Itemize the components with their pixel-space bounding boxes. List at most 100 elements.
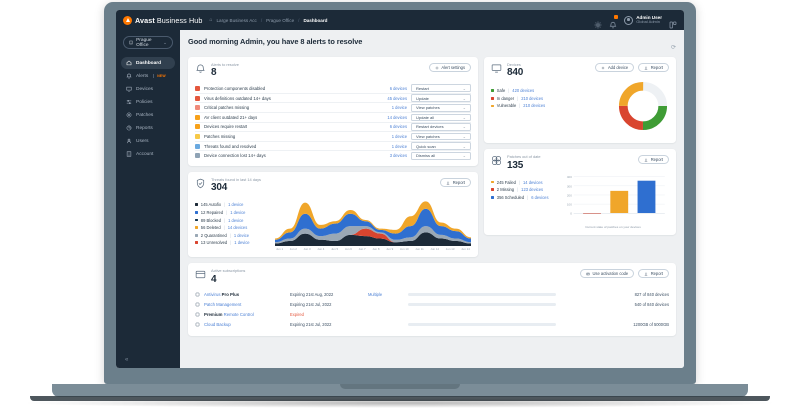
alert-action-select[interactable]: Update all ⌄	[411, 113, 471, 122]
alert-action-select[interactable]: Restart devices ⌄	[411, 123, 471, 131]
subscription-name[interactable]: Cloud Backup	[204, 322, 231, 328]
breadcrumb-item-office[interactable]: Prague Office	[266, 17, 295, 23]
alert-action-label: Update all	[416, 114, 435, 120]
subscriptions-report-button[interactable]: Report	[638, 269, 669, 279]
alert-action-select[interactable]: Update ⌄	[411, 94, 471, 102]
office-selector[interactable]: Prague Office ⌄	[123, 36, 173, 49]
gear-icon[interactable]	[594, 16, 602, 29]
legend-sub-value[interactable]: 210 devices	[521, 95, 544, 101]
subscription-row[interactable]: Premium Remote Control Expired	[195, 310, 669, 320]
home-icon	[126, 60, 132, 66]
add-device-label: Add device	[607, 65, 629, 70]
x-tick-label: Jun 10	[399, 247, 409, 252]
alert-device-count[interactable]: 45 devices	[387, 95, 407, 101]
sidebar-item-policies[interactable]: Policies	[121, 96, 175, 108]
threats-chart-x-axis: Jun 1 Jun 2 Jun 3 Jun 4 Jun 5 Jun 6 Jun 7 Jun 8…	[275, 247, 471, 251]
alert-row[interactable]: Virus definitions outdated 14+ days 45 de…	[195, 92, 471, 103]
subscription-name[interactable]: Premium Remote Control	[204, 312, 254, 318]
alert-severity-icon	[195, 134, 200, 140]
threats-legend: 145 Autofix | 1 device 12 Repaired | 1 device…	[195, 202, 271, 251]
alert-action-select[interactable]: Restart ⌄	[411, 84, 471, 92]
alert-device-count[interactable]: 1 device	[391, 134, 407, 140]
legend-label: Vulnerable	[496, 103, 517, 109]
legend-sub-value[interactable]: 123 devices	[521, 187, 544, 193]
alert-row[interactable]: Device connection lost 14+ days 3 devices…	[195, 150, 471, 160]
subscription-row[interactable]: Cloud Backup Expiring 21st Jul, 2022 1200G…	[195, 320, 669, 330]
subscription-multiple-link[interactable]: Multiple	[368, 292, 383, 298]
avast-logo-icon	[123, 15, 132, 25]
legend-label: 56 Deleted	[200, 225, 221, 231]
alert-row[interactable]: Critical patches missing 1 device View pat…	[195, 102, 471, 112]
chevron-down-icon: ⌄	[462, 95, 466, 101]
sidebar-item-label: Account	[136, 151, 154, 157]
legend-color-swatch	[195, 211, 198, 214]
sidebar-item-devices[interactable]: Devices	[121, 83, 175, 95]
sidebar-item-patches[interactable]: Patches	[121, 109, 175, 121]
legend-sub-value[interactable]: 1 device	[228, 217, 244, 223]
alert-action-select[interactable]: Dismiss all ⌄	[411, 151, 471, 160]
alert-device-count[interactable]: 1 device	[391, 105, 407, 111]
legend-separator: |	[527, 194, 529, 200]
alert-row[interactable]: AV client outdated 21+ days 14 devices Upd…	[195, 112, 471, 122]
devices-card-label: Devices	[507, 62, 521, 67]
add-device-button[interactable]: Add device	[595, 63, 635, 72]
sidebar-item-reports[interactable]: Reports	[121, 122, 175, 134]
alert-device-count[interactable]: 14 devices	[387, 114, 407, 120]
alert-action-select[interactable]: Quick scan ⌄	[411, 142, 471, 150]
alert-action-select[interactable]: View patches ⌄	[411, 132, 471, 141]
refresh-button[interactable]: ⟳	[670, 45, 676, 51]
subscription-name[interactable]: Antivirus Pro Plus	[204, 292, 240, 298]
legend-sub-value[interactable]: 1 device	[228, 202, 244, 208]
alert-device-count[interactable]: 6 devices	[389, 85, 407, 91]
alert-row[interactable]: Threats found and resolved 1 device Quick …	[195, 140, 471, 151]
alert-row[interactable]: Patches missing 1 device View patches ⌄	[195, 131, 471, 141]
alert-row[interactable]: Protection components disabled 6 devices R…	[195, 83, 471, 93]
alert-action-select[interactable]: View patches ⌄	[411, 103, 471, 112]
sidebar-collapse-button[interactable]: «	[125, 357, 129, 363]
x-tick-label: Jun 1	[276, 247, 284, 252]
sidebar-nav: Dashboard Alerts NEW Devices	[116, 57, 180, 160]
notification-bell-icon[interactable]	[609, 15, 619, 29]
legend-sub-value[interactable]: 1 device	[230, 209, 246, 215]
patches-report-button[interactable]: Report	[638, 155, 669, 165]
subscription-usage: 540 of 840 devices	[634, 302, 669, 308]
legend-sub-value[interactable]: 210 devices	[523, 103, 546, 109]
devices-report-button[interactable]: Report	[638, 63, 669, 72]
use-activation-code-label: Use activation code	[592, 271, 629, 277]
devices-card: Devices 840 Add device	[484, 57, 676, 144]
legend-sub-value[interactable]: 14 devices	[227, 225, 248, 231]
download-icon	[446, 181, 450, 185]
sidebar-item-alerts[interactable]: Alerts NEW	[121, 70, 175, 82]
sidebar-item-dashboard[interactable]: Dashboard	[121, 57, 175, 69]
shield-check-icon	[196, 178, 205, 189]
legend-sub-value[interactable]: 1 device	[233, 232, 250, 238]
alert-device-count[interactable]: 6 devices	[389, 124, 407, 130]
download-icon	[644, 158, 648, 162]
legend-item: Safe | 420 devices	[491, 88, 545, 93]
subscription-name[interactable]: Patch Management	[204, 302, 242, 308]
devices-card-header: Devices 840 Add device	[491, 62, 669, 78]
use-activation-code-button[interactable]: Use activation code	[579, 269, 635, 279]
sidebar-item-account[interactable]: Account	[121, 148, 175, 160]
alert-action-label: Dismiss all	[416, 153, 436, 159]
alert-name: AV client outdated 21+ days	[204, 114, 258, 120]
sidebar-item-users[interactable]: Users	[121, 135, 175, 147]
legend-sub-value[interactable]: 1 device	[234, 240, 250, 246]
subscription-row[interactable]: Antivirus Pro Plus Expiring 21st Aug, 202…	[195, 290, 669, 300]
user-menu[interactable]: Admin User Global Admin	[624, 15, 662, 25]
help-grid-icon[interactable]	[669, 16, 677, 29]
legend-sub-value[interactable]: 420 devices	[512, 88, 535, 94]
home-icon[interactable]: ⌂	[209, 17, 213, 23]
alert-settings-button[interactable]: Alert settings	[428, 63, 471, 72]
breadcrumb-item-account[interactable]: Large Business Acc	[216, 17, 257, 23]
alert-action-label: View patches	[416, 134, 440, 140]
legend-label: 13 Unresolved	[200, 240, 228, 246]
legend-sub-value[interactable]: 14 devices	[523, 179, 543, 185]
subscription-row[interactable]: Patch Management Expiring 21st Jul, 2022 5…	[195, 300, 669, 310]
brand-logo[interactable]: Avast Business Hub	[123, 15, 202, 25]
alert-device-count[interactable]: 1 device	[391, 143, 407, 149]
legend-sub-value[interactable]: 6 devices	[531, 194, 549, 200]
alert-device-count[interactable]: 3 devices	[389, 153, 407, 159]
alert-row[interactable]: Devices require restart 6 devices Restart …	[195, 121, 471, 132]
threats-report-button[interactable]: Report	[440, 178, 471, 188]
